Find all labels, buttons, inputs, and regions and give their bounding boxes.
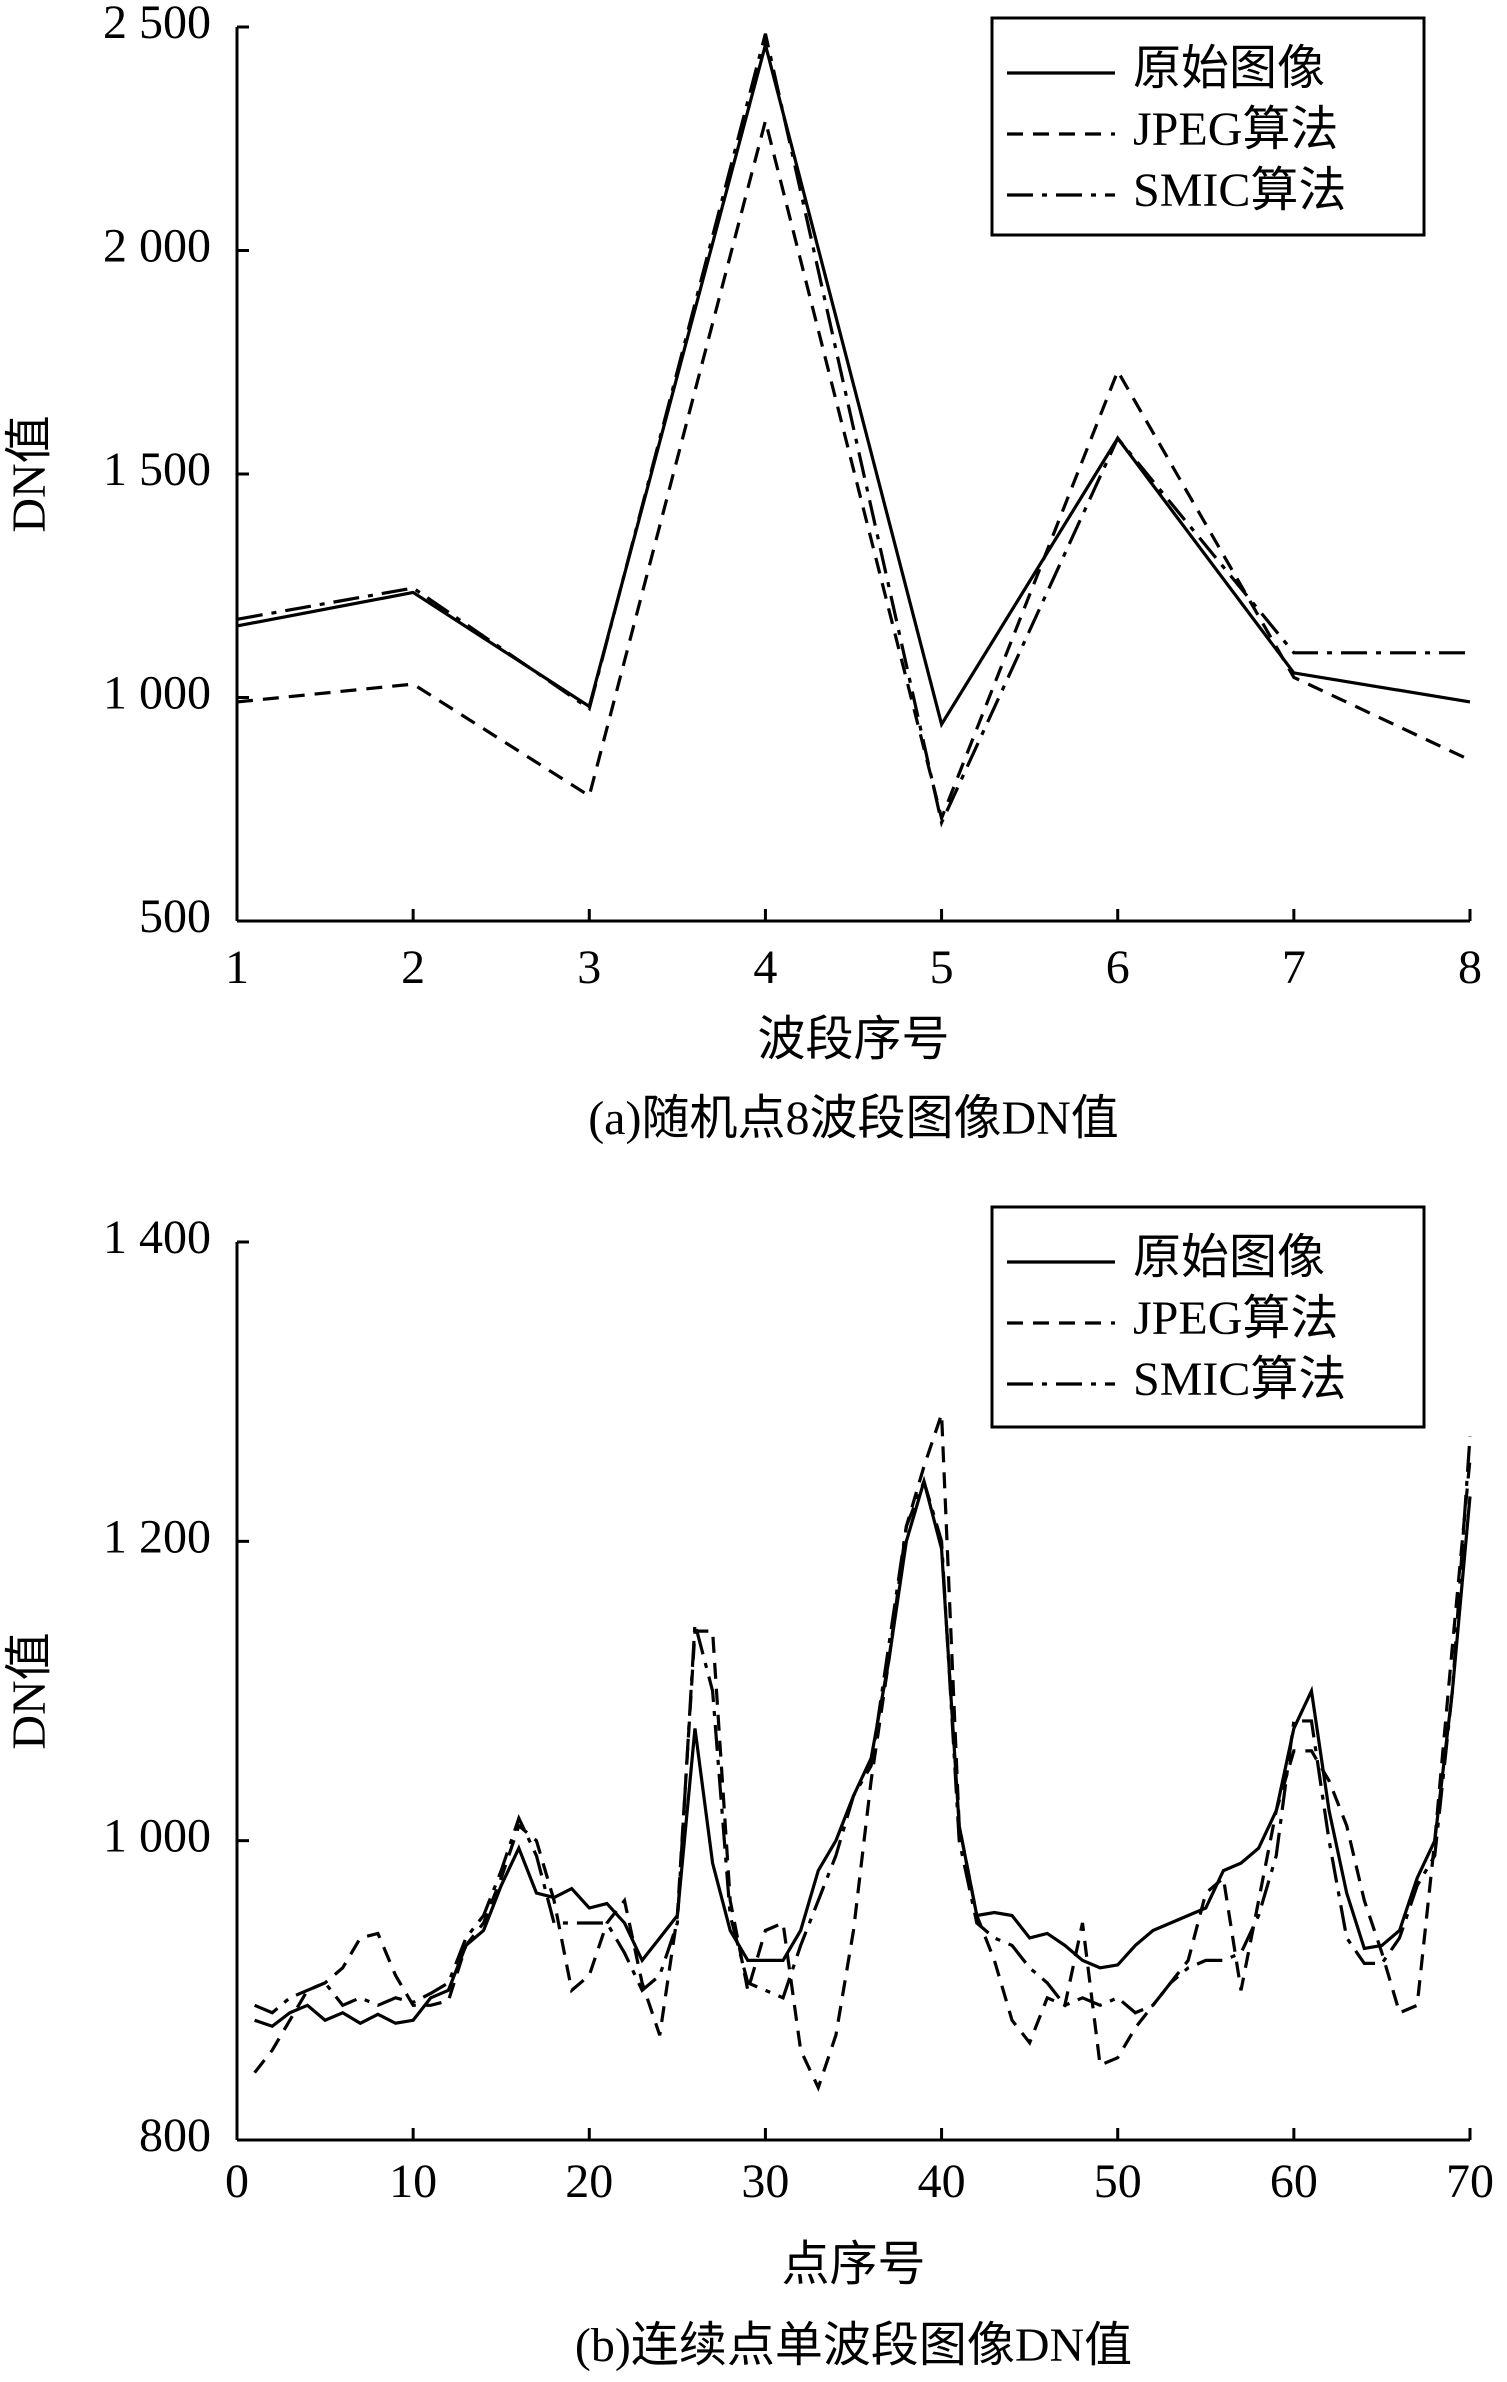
x-tick-label: 5 <box>930 941 954 994</box>
legend-label: JPEG算法 <box>1133 1292 1338 1345</box>
y-tick-label: 1 000 <box>103 667 211 720</box>
legend-label: JPEG算法 <box>1133 103 1338 156</box>
x-tick-label: 3 <box>577 941 601 994</box>
series-line <box>236 120 1471 824</box>
x-tick-label: 2 <box>401 941 425 994</box>
legend-label: 原始图像 <box>1133 42 1325 95</box>
x-axis-label: 波段序号 <box>757 1013 949 1066</box>
y-tick-label: 2 500 <box>103 0 211 49</box>
series-line <box>236 33 1470 828</box>
series-line <box>253 1413 1472 2092</box>
y-tick-label: 2 000 <box>103 220 211 273</box>
legend-box <box>990 16 1426 237</box>
x-tick-label: 1 <box>225 941 249 994</box>
series-line <box>236 38 1471 729</box>
legend-box <box>990 1205 1426 1429</box>
x-tick-label: 7 <box>1282 941 1306 994</box>
y-tick-label: 500 <box>139 890 211 943</box>
caption: (a)随机点8波段图像DN值 <box>588 1092 1119 1145</box>
x-tick-label: 8 <box>1458 941 1482 994</box>
x-tick-label: 20 <box>565 2155 613 2208</box>
x-tick-label: 0 <box>225 2155 249 2208</box>
y-axis-label: DN值 <box>3 1632 56 1749</box>
x-tick-label: 6 <box>1106 941 1130 994</box>
x-tick-label: 60 <box>1270 2155 1318 2208</box>
x-axis-label: 点序号 <box>781 2238 925 2291</box>
y-axis-label: DN值 <box>3 415 56 532</box>
legend-label: SMIC算法 <box>1133 1353 1346 1406</box>
caption: (b)连续点单波段图像DN值 <box>575 2319 1132 2372</box>
x-tick-label: 30 <box>741 2155 789 2208</box>
x-tick-label: 4 <box>753 941 777 994</box>
x-tick-label: 70 <box>1446 2155 1494 2208</box>
y-tick-label: 1 500 <box>103 443 211 496</box>
series-line <box>254 1475 1472 2029</box>
y-tick-label: 800 <box>139 2109 211 2162</box>
y-tick-label: 1 400 <box>103 1211 211 1264</box>
x-tick-label: 10 <box>389 2155 437 2208</box>
y-tick-label: 1 000 <box>103 1810 211 1863</box>
y-tick-label: 1 200 <box>103 1510 211 1563</box>
legend-label: SMIC算法 <box>1133 164 1346 217</box>
legend-label: 原始图像 <box>1133 1231 1325 1284</box>
x-tick-label: 50 <box>1094 2155 1142 2208</box>
x-tick-label: 40 <box>918 2155 966 2208</box>
series-line <box>253 1436 1472 2015</box>
